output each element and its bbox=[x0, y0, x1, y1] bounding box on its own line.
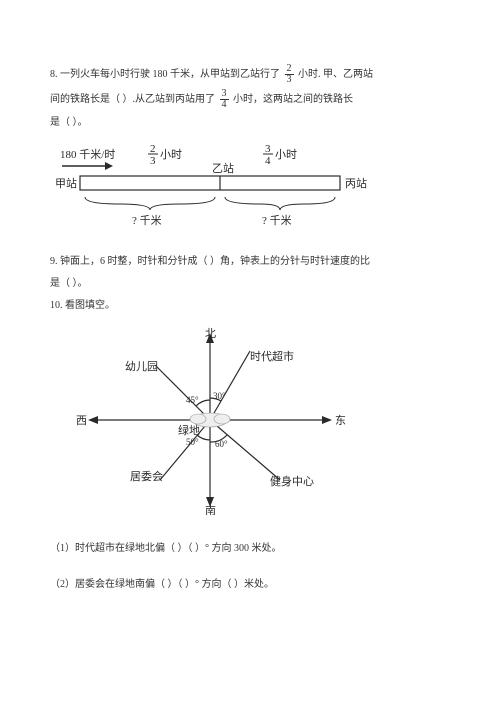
sta-b-top: 乙站 bbox=[212, 161, 234, 175]
q8-l2a: 间的铁路长是（ ）.从乙站到丙站用了 bbox=[50, 94, 215, 105]
q8-q1: ? 千米 bbox=[132, 214, 162, 227]
q8-line3: 是（ ）。 bbox=[50, 114, 450, 132]
q8-l1a: 8. 一列火车每小时行驶 180 千米，从甲站到乙站行了 bbox=[50, 69, 280, 80]
q10-figure: 北 南 东 西 幼儿园 时代超市 绿地 居委会 健身中心 45° 30° 50°… bbox=[70, 325, 450, 522]
q8-l2b: 小时，这两站之间的铁路长 bbox=[233, 94, 353, 105]
t1d: 3 bbox=[150, 155, 156, 167]
a60: 60° bbox=[215, 439, 228, 449]
q10-sub2: （2）居委会在绿地南偏（ ）（ ）° 方向（ ）米处。 bbox=[50, 576, 450, 594]
q9-line2: 是（ ）。 bbox=[50, 275, 450, 293]
t2lbl: 小时 bbox=[275, 148, 297, 161]
lbl-kinder: 幼儿园 bbox=[125, 360, 158, 373]
q8-frac2: 3 4 bbox=[220, 89, 229, 110]
a50: 50° bbox=[186, 437, 199, 447]
dir-w: 西 bbox=[76, 415, 87, 427]
t2d: 4 bbox=[265, 155, 271, 167]
dir-e: 东 bbox=[335, 414, 346, 427]
sta-a: 甲站 bbox=[55, 176, 77, 190]
sta-c: 丙站 bbox=[345, 176, 367, 190]
a30: 30° bbox=[213, 391, 226, 401]
speed-label: 180 千米/时 bbox=[60, 148, 115, 161]
dir-s: 南 bbox=[205, 504, 216, 515]
dir-n: 北 bbox=[205, 327, 216, 340]
lbl-comm: 居委会 bbox=[130, 470, 163, 483]
t2n: 3 bbox=[265, 143, 271, 155]
a45: 45° bbox=[186, 395, 199, 405]
page: 8. 一列火车每小时行驶 180 千米，从甲站到乙站行了 2 3 小时. 甲、乙… bbox=[0, 0, 500, 638]
q8-line2: 间的铁路长是（ ）.从乙站到丙站用了 3 4 小时，这两站之间的铁路长 bbox=[50, 89, 450, 110]
q8-l1b: 小时. 甲、乙两站 bbox=[298, 69, 373, 80]
q8-figure: 180 千米/时 2 3 小时 3 4 小时 乙站 bbox=[50, 142, 450, 239]
q9-line1: 9. 钟面上，6 时整，时针和分针成（ ）角，钟表上的分针与时针速度的比 bbox=[50, 253, 450, 271]
lbl-gym: 健身中心 bbox=[270, 474, 314, 488]
t1lbl: 小时 bbox=[160, 148, 182, 161]
t1n: 2 bbox=[150, 143, 156, 155]
q8-frac1: 2 3 bbox=[285, 64, 294, 85]
q8-q2: ? 千米 bbox=[262, 214, 292, 227]
q8-line1: 8. 一列火车每小时行驶 180 千米，从甲站到乙站行了 2 3 小时. 甲、乙… bbox=[50, 64, 450, 85]
q10-sub1: （1）时代超市在绿地北偏（ ）（ ）° 方向 300 米处。 bbox=[50, 540, 450, 558]
lbl-super: 时代超市 bbox=[250, 349, 294, 363]
q10-title: 10. 看图填空。 bbox=[50, 297, 450, 315]
lbl-green: 绿地 bbox=[178, 423, 200, 437]
